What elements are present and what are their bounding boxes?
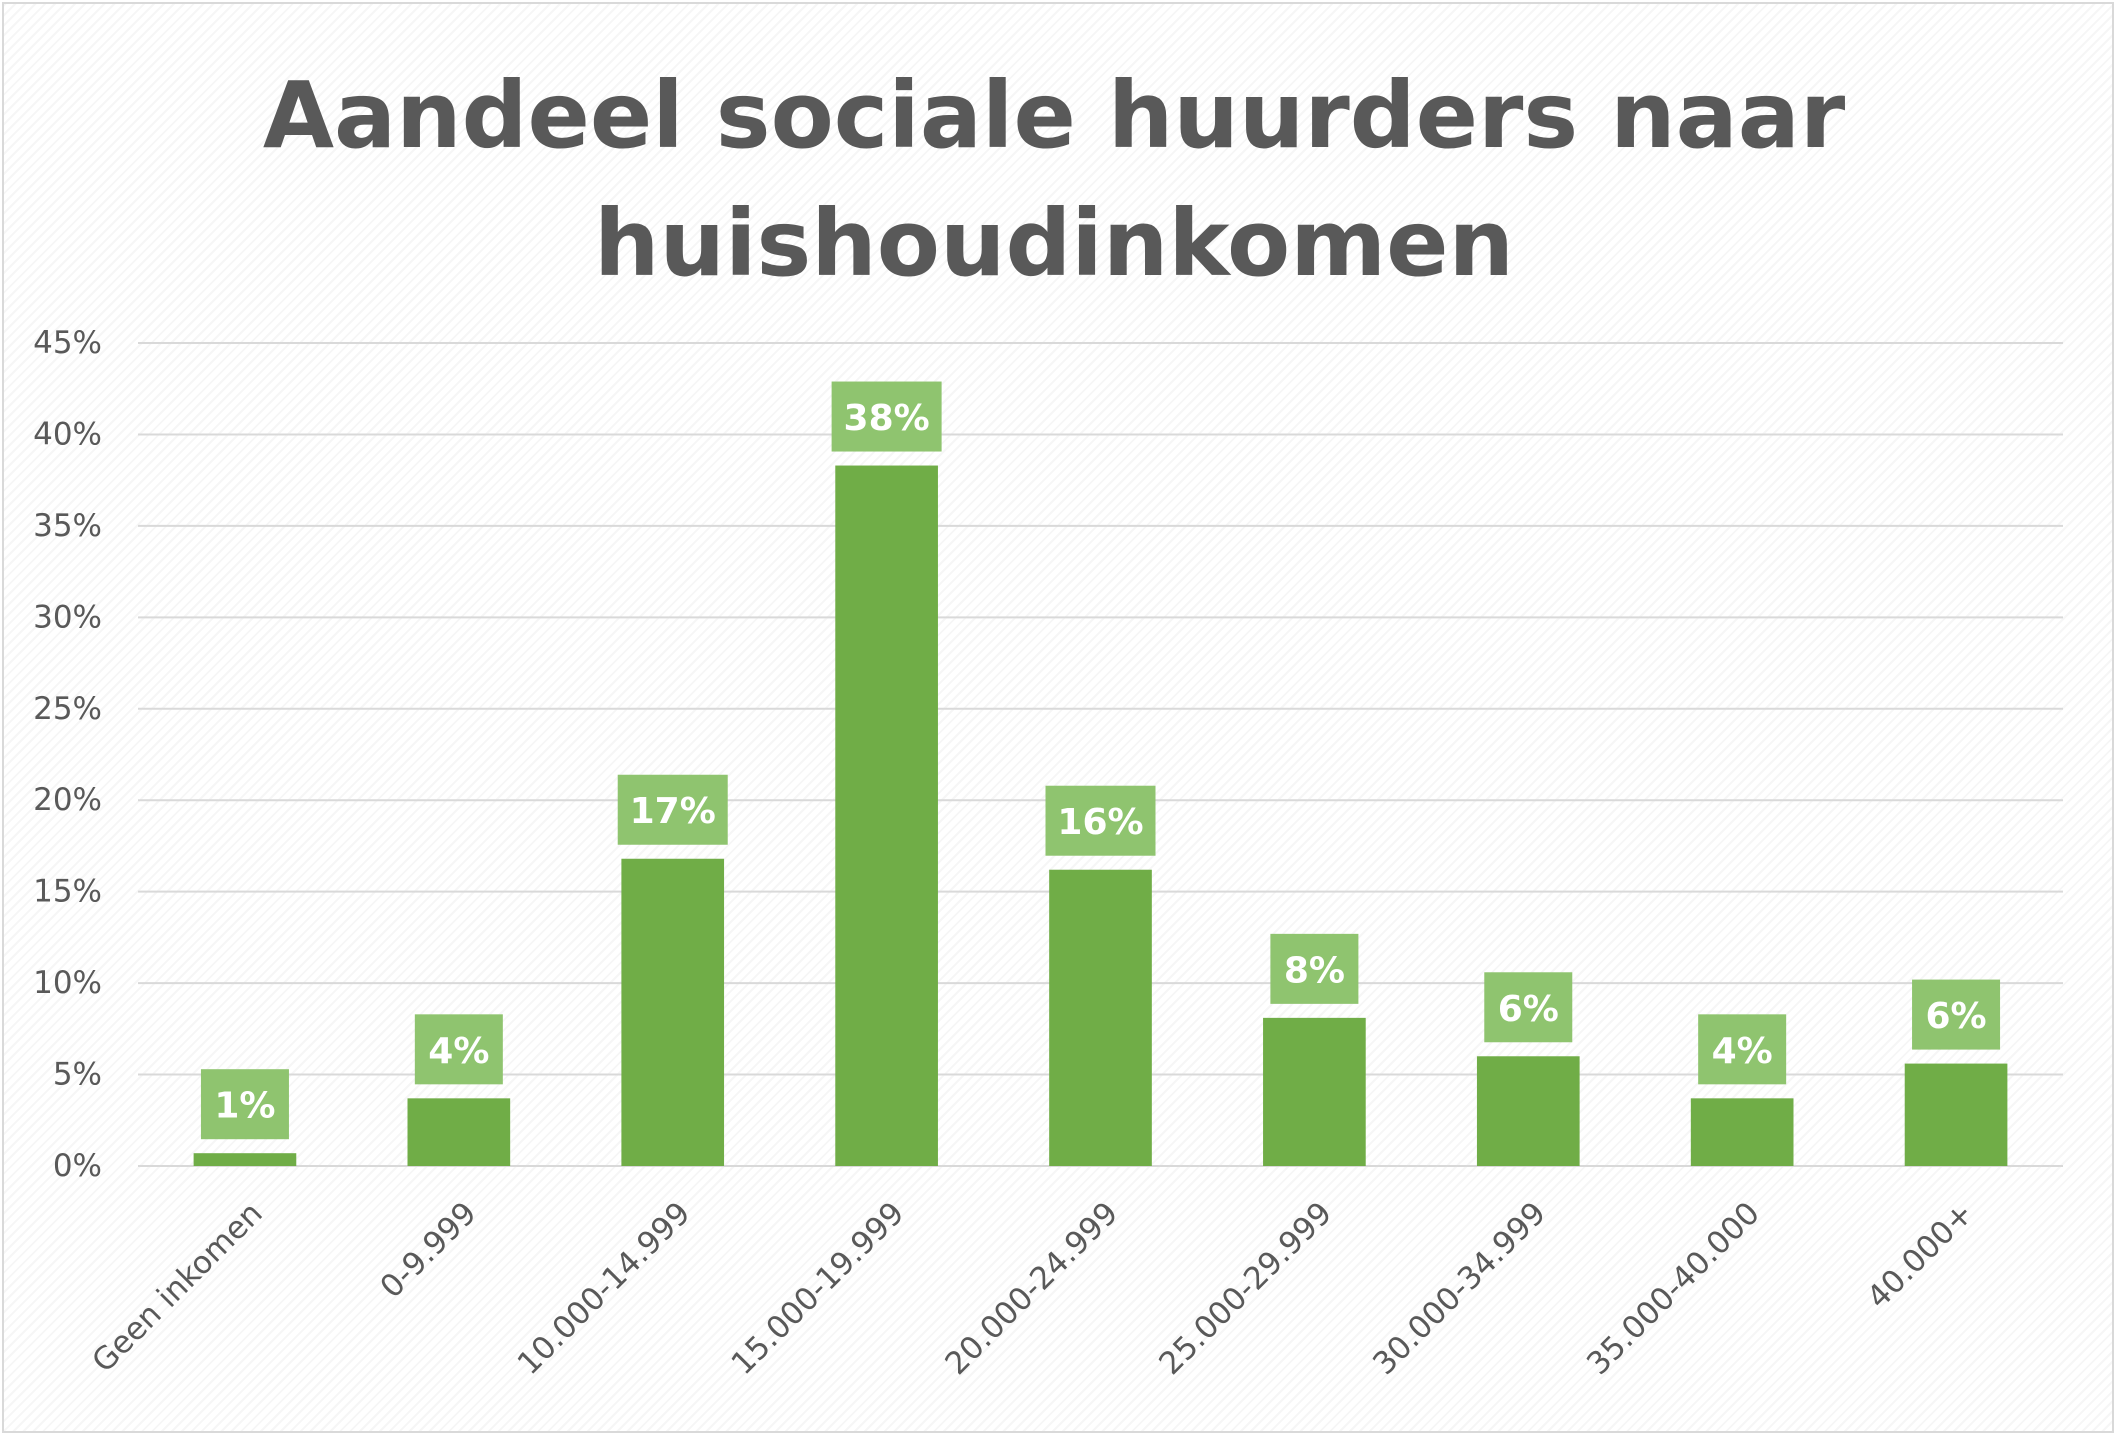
- bar: [1690, 1098, 1794, 1166]
- data-label: 6%: [1498, 989, 1559, 1030]
- y-tick-label: 45%: [33, 325, 102, 361]
- chart-title: Aandeel sociale huurders naar huishoudin…: [4, 52, 2104, 308]
- bar: [621, 858, 725, 1166]
- bar: [1263, 1017, 1366, 1166]
- y-tick-label: 15%: [33, 874, 102, 910]
- y-tick-label: 0%: [53, 1148, 102, 1184]
- x-axis-tick-labels: Geen inkomen 0-9.999 10.000-14.999 15.000-1…: [85, 1195, 1980, 1382]
- bar: [1476, 1056, 1580, 1166]
- bar: [1049, 869, 1152, 1166]
- x-tick-label: Geen inkomen: [85, 1195, 269, 1379]
- x-tick-label: 15.000-19.999: [725, 1195, 912, 1382]
- x-tick-label: 40.000+: [1860, 1195, 1981, 1316]
- bar: [193, 1153, 297, 1166]
- bar: [1904, 1063, 2008, 1166]
- y-axis-tick-labels: 0% 5% 10% 15% 20% 25% 30% 35% 40% 45%: [33, 325, 102, 1184]
- y-tick-label: 30%: [33, 599, 102, 635]
- chart-title-line-1: Aandeel sociale huurders naar: [262, 62, 1846, 169]
- data-label: 8%: [1284, 950, 1345, 991]
- data-labels: 1% 4% 17% 38% 16% 8% 6% 4% 6%: [200, 381, 2001, 1140]
- x-tick-label: 30.000-34.999: [1366, 1195, 1553, 1382]
- data-label-box: [200, 1069, 289, 1140]
- data-label: 1%: [214, 1086, 275, 1127]
- y-tick-label: 10%: [33, 965, 102, 1001]
- y-tick-label: 25%: [33, 691, 102, 727]
- bar: [407, 1098, 511, 1166]
- x-tick-label: 10.000-14.999: [511, 1195, 698, 1382]
- data-label: 6%: [1925, 996, 1986, 1037]
- data-label-box: [1045, 785, 1156, 856]
- data-label-box: [1484, 972, 1573, 1043]
- data-label: 38%: [844, 398, 930, 439]
- data-label: 16%: [1057, 802, 1143, 843]
- bars: [193, 465, 2008, 1167]
- x-tick-label: 0-9.999: [373, 1195, 483, 1305]
- data-label: 4%: [428, 1031, 489, 1072]
- y-tick-label: 40%: [33, 416, 102, 452]
- data-label-box: [414, 1014, 503, 1085]
- y-tick-label: 35%: [33, 508, 102, 544]
- data-label-box: [1912, 979, 2001, 1050]
- data-label-box: [617, 774, 728, 845]
- data-label: 17%: [630, 791, 716, 832]
- chart-title-line-2: huishoudinkomen: [593, 190, 1515, 297]
- x-tick-label: 20.000-24.999: [938, 1195, 1125, 1382]
- y-tick-label: 5%: [53, 1057, 102, 1093]
- data-label-box: [1270, 933, 1359, 1004]
- bar: [835, 465, 938, 1167]
- x-tick-label: 35.000-40.000: [1580, 1195, 1767, 1382]
- y-tick-label: 20%: [33, 782, 102, 818]
- x-tick-label: 25.000-29.999: [1152, 1195, 1339, 1382]
- data-label-box: [831, 381, 942, 452]
- data-label: 4%: [1712, 1031, 1773, 1072]
- data-label-box: [1698, 1014, 1787, 1085]
